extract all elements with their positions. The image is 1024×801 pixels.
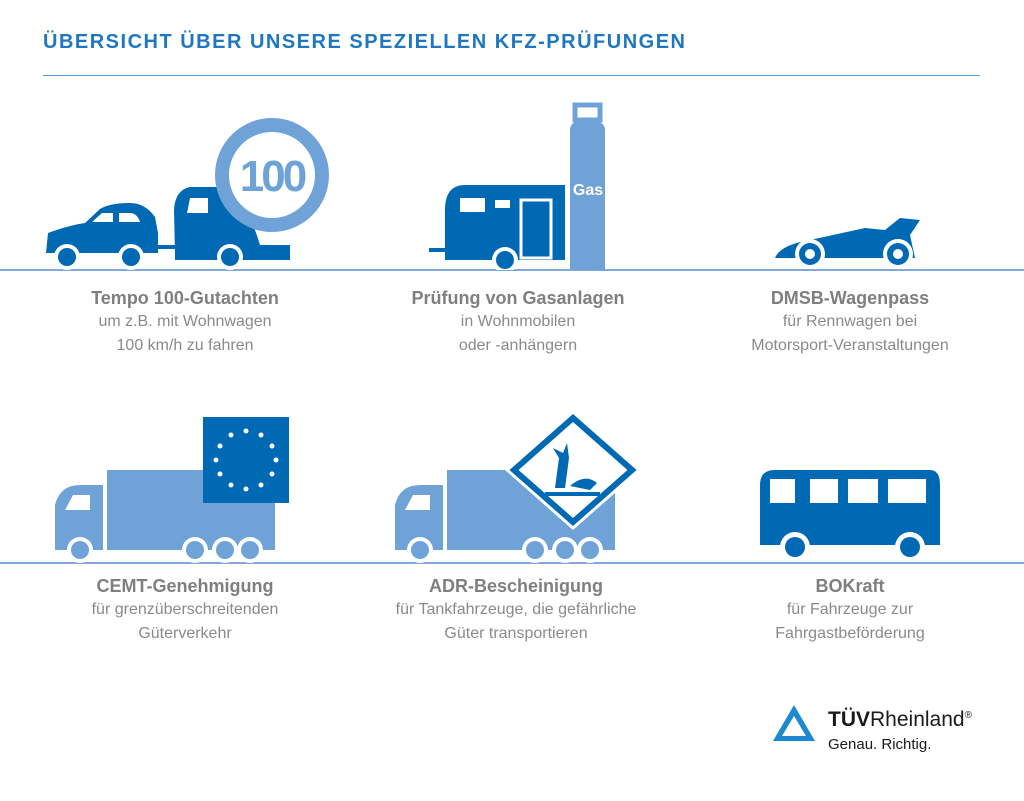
service-adr: ADR-Bescheinigung für Tankfahrzeuge, die …	[366, 574, 666, 646]
desc: Motorsport-Veranstaltungen	[751, 337, 949, 354]
service-dmsb: DMSB-Wagenpass für Rennwagen bei Motorspor…	[700, 286, 1000, 358]
gas-label: Gas	[573, 182, 603, 199]
brand: Rheinland	[870, 708, 965, 731]
heading: ADR-Bescheinigung	[428, 576, 603, 596]
desc: für Fahrzeuge zur	[786, 601, 914, 618]
service-tempo-100: Tempo 100-Gutachten um z.B. mit Wohnwagen…	[35, 286, 335, 358]
brand-bold: TÜV	[828, 708, 870, 731]
road-line	[0, 562, 1024, 564]
heading: CEMT-Genehmigung	[96, 576, 274, 596]
tuv-triangle-icon	[773, 705, 815, 741]
heading: Tempo 100-Gutachten	[91, 288, 279, 308]
heading: BOKraft	[815, 576, 885, 596]
truck-hazard-sign-icon	[395, 410, 641, 563]
desc: Güterverkehr	[138, 625, 232, 642]
race-car-icon	[775, 218, 920, 269]
desc: für Rennwagen bei	[782, 313, 918, 330]
desc: Fahrgastbeförderung	[775, 625, 925, 642]
desc: für grenzüberschreitenden	[91, 601, 279, 618]
slogan: Genau. Richtig.	[828, 736, 932, 753]
registered-mark: ®	[964, 710, 972, 721]
service-cemt: CEMT-Genehmigung für grenzüberschreitende…	[35, 574, 335, 646]
speed-sign-text: 100	[240, 152, 306, 201]
desc: 100 km/h zu fahren	[116, 337, 254, 354]
road-line	[0, 269, 1024, 271]
heading: Prüfung von Gasanlagen	[411, 288, 625, 308]
service-bokraft: BOKraft für Fahrzeuge zur Fahrgastbeförder…	[700, 574, 1000, 646]
desc: um z.B. mit Wohnwagen	[98, 313, 272, 330]
service-gas: Prüfung von Gasanlagen in Wohnmobilen oder…	[368, 286, 668, 358]
desc: für Tankfahrzeuge, die gefährliche	[395, 601, 637, 618]
truck-eu-flag-icon	[55, 417, 289, 563]
eu-stars	[213, 428, 279, 492]
title-divider	[43, 75, 980, 76]
desc: oder -anhängern	[458, 337, 578, 354]
desc: in Wohnmobilen	[460, 313, 576, 330]
desc: Güter transportieren	[444, 625, 588, 642]
page-title: ÜBERSICHT ÜBER UNSERE SPEZIELLEN KFZ-PRÜ…	[43, 31, 687, 53]
bus-icon	[760, 470, 940, 562]
heading: DMSB-Wagenpass	[770, 288, 930, 308]
caravan-gas-bottle-icon: Gas	[429, 102, 605, 270]
car-with-caravan-speed-100-icon: 100	[46, 118, 329, 270]
